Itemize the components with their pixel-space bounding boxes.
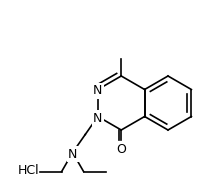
Text: N: N: [93, 112, 103, 124]
Text: O: O: [116, 143, 126, 156]
Text: N: N: [68, 147, 77, 161]
Text: N: N: [93, 85, 103, 97]
Text: HCl: HCl: [18, 163, 40, 177]
